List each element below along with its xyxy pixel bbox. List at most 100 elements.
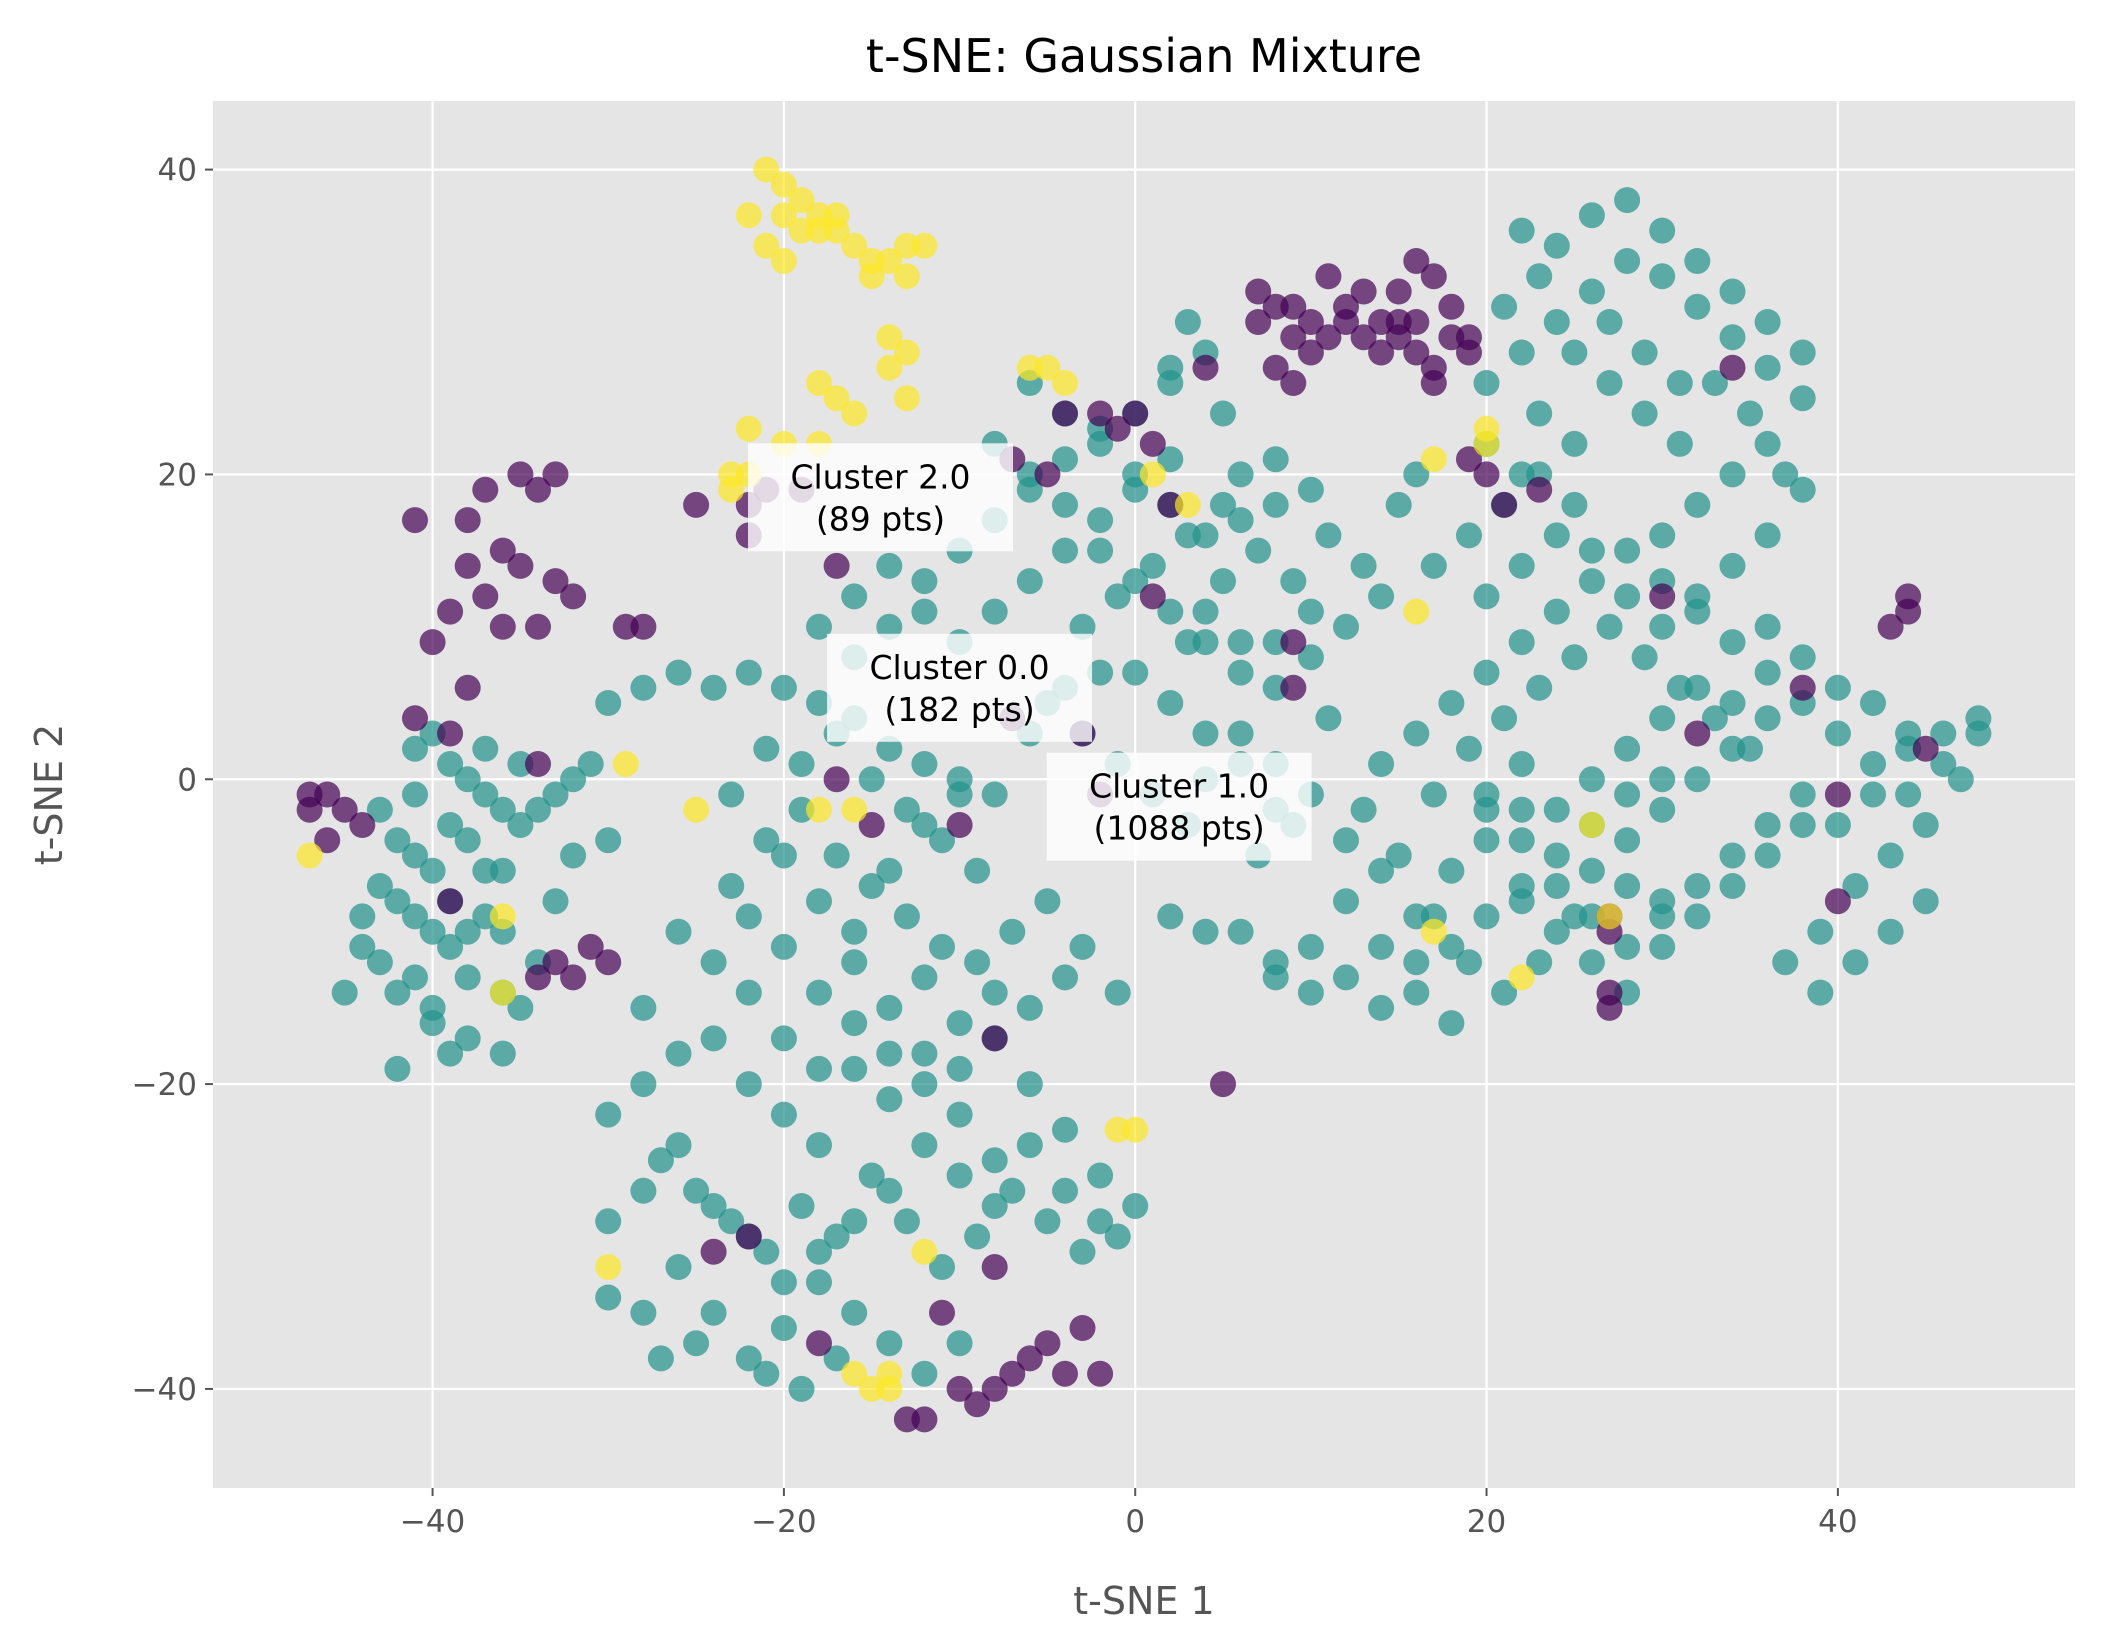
cluster-2-point [823,217,850,244]
cluster-1-point [1438,933,1465,960]
cluster-0-point [437,888,464,915]
cluster-1-point [1157,598,1184,625]
y-tick-label: 20 [158,457,197,493]
y-tick-label: −40 [132,1372,197,1408]
cluster-1-point [1649,263,1676,290]
cluster-1-point [1491,979,1518,1006]
cluster-1-point [700,1299,727,1326]
cluster-1-point [1508,796,1535,823]
cluster-2-point [612,751,639,777]
cluster-1-point [1912,812,1939,838]
cluster-0-point [1438,293,1465,320]
cluster-1-point [1543,873,1570,899]
cluster-1-point [1789,476,1816,503]
cluster-1-point [911,1132,938,1159]
cluster-1-point [1754,354,1781,381]
cluster-1-point [999,1177,1026,1204]
cluster-1-point [542,888,569,915]
cluster-1-point [1227,659,1254,686]
cluster-1-point [1649,217,1676,244]
cluster-1-point [841,918,868,945]
cluster-2-point [788,187,815,214]
cluster-1-point [1596,613,1623,640]
cluster-1-point [718,1208,745,1235]
cluster-1-point [1526,949,1553,976]
cluster-0-point [525,613,551,640]
cluster-0-point [612,613,639,640]
cluster-1-point [1754,613,1781,640]
cluster-1-point [1684,248,1711,274]
cluster-1-point [981,979,1008,1006]
cluster-1-point [1403,461,1430,488]
cluster-1-point [1807,918,1834,945]
cluster-1-point [1578,537,1605,564]
cluster-1-point [1877,842,1904,869]
cluster-1-point [1719,324,1746,351]
annotation-text: (89 pts) [816,499,945,538]
data-points [296,156,1992,1433]
cluster-1-point [1719,552,1746,579]
annotation-text: (1088 pts) [1093,809,1264,848]
cluster-1-point [911,1071,938,1098]
x-tick-label: 40 [1818,1504,1857,1540]
cluster-1-point [402,903,428,930]
cluster-0-point [1333,293,1359,320]
cluster-0-point [1245,309,1272,335]
annotation-text: Cluster 0.0 [870,648,1050,687]
cluster-0-point [1877,613,1904,640]
cluster-1-point [1754,812,1781,838]
cluster-0-point [1350,324,1377,351]
cluster-1-point [1052,491,1078,518]
cluster-2-point [718,476,745,503]
cluster-1-point [1877,918,1904,945]
cluster-1-point [1631,644,1658,671]
cluster-1-point [1754,430,1781,457]
cluster-1-point [718,781,745,808]
cluster-0-point [542,568,569,595]
cluster-1-point [1069,1238,1096,1265]
cluster-1-point [1930,720,1957,747]
cluster-1-point [1104,979,1131,1006]
cluster-0-point [1034,1330,1061,1357]
cluster-1-point [1157,903,1184,930]
cluster-1-point [402,842,428,869]
cluster-1-point [1034,1208,1061,1235]
cluster-2-point [753,156,780,183]
cluster-1-point [1087,537,1114,564]
cluster-1-point [1578,949,1605,976]
cluster-0-point [560,964,587,991]
cluster-1-point [1754,309,1781,335]
cluster-1-point [437,933,464,960]
cluster-1-point [823,1223,850,1250]
cluster-0-point [823,552,850,579]
cluster-2-point [841,232,868,259]
cluster-0-point [1491,491,1518,518]
cluster-2-point [735,415,762,442]
cluster-1-point [1561,430,1588,457]
cluster-0-point [525,751,551,777]
cluster-1-point [489,796,516,823]
cluster-1-point [911,1040,938,1067]
cluster-2-point [770,171,797,198]
cluster-1-point [1473,583,1500,610]
cluster-1-point [823,1345,850,1372]
cluster-1-point [1719,461,1746,488]
cluster-2-point [770,248,797,274]
cluster-1-point [1491,705,1518,732]
cluster-1-point [1456,949,1482,976]
cluster-1-point [647,1147,674,1174]
cluster-0-point [981,1025,1008,1052]
cluster-1-point [665,659,692,686]
cluster-1-point [454,1025,481,1052]
cluster-0-point [489,537,516,564]
cluster-1-point [929,1254,955,1280]
cluster-1-point [1614,248,1641,274]
cluster-2-point [841,1360,868,1387]
cluster-0-point [1824,888,1851,915]
cluster-1-point [753,735,780,762]
cluster-1-point [595,1284,622,1311]
cluster-1-point [1157,446,1184,473]
cluster-1-point [770,1269,797,1296]
cluster-1-point [1052,537,1078,564]
